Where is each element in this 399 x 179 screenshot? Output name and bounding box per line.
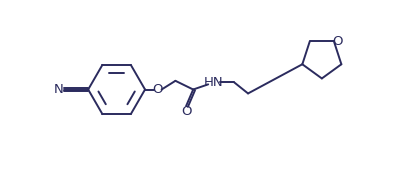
Text: O: O	[152, 83, 163, 96]
Text: N: N	[54, 83, 63, 96]
Text: HN: HN	[204, 76, 223, 89]
Text: O: O	[333, 35, 343, 48]
Text: O: O	[181, 105, 192, 118]
